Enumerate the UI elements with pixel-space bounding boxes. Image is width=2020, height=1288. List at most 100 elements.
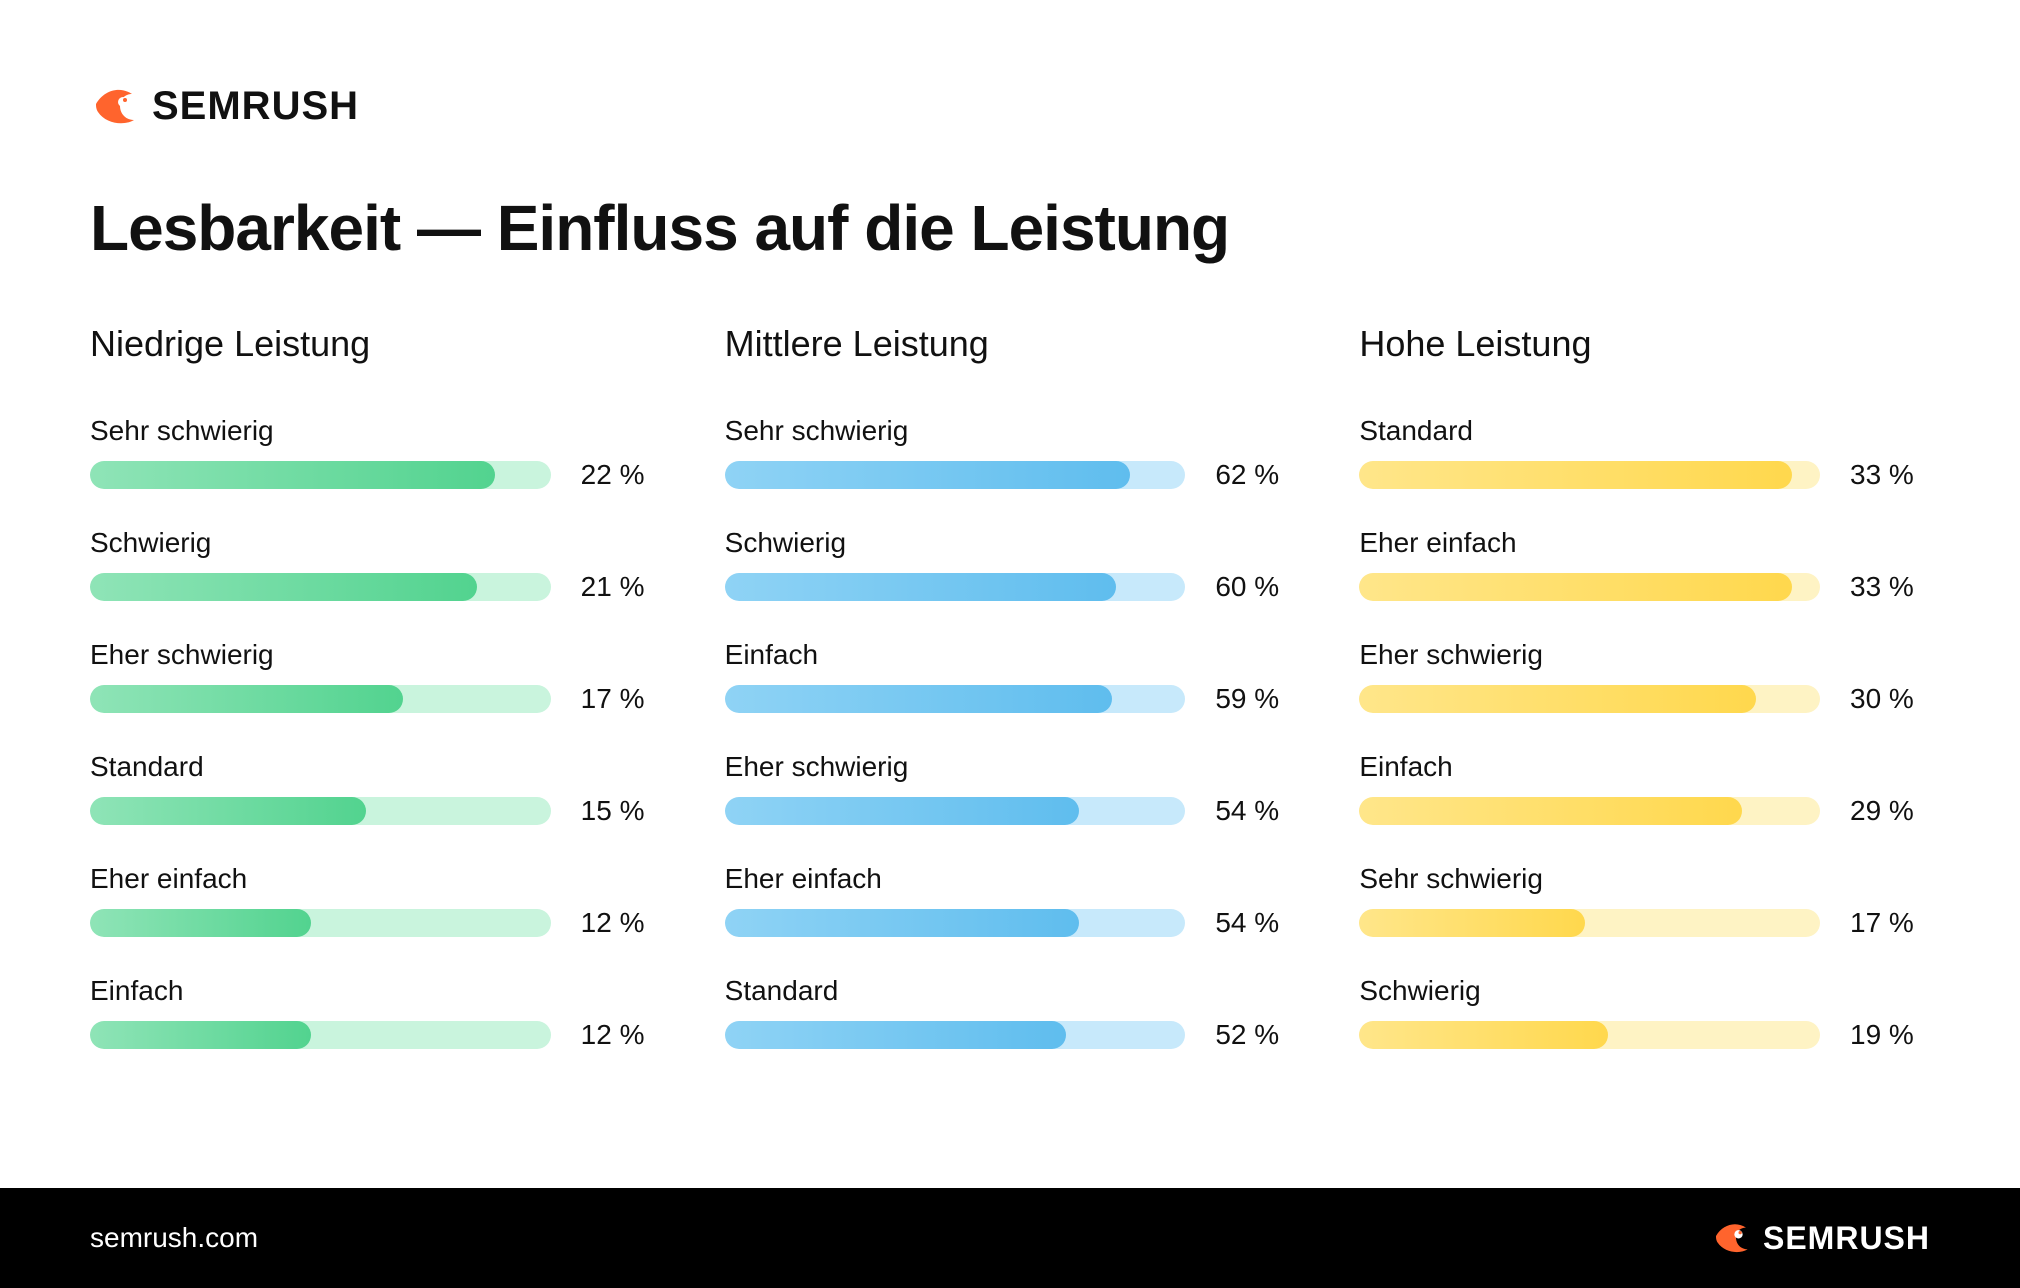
bar-row: 59 % <box>725 683 1296 715</box>
bar-item: Einfach 29 % <box>1359 751 1930 827</box>
bar-track <box>725 797 1186 825</box>
bar-value: 52 % <box>1215 1019 1295 1051</box>
bar-item: Schwierig 21 % <box>90 527 661 603</box>
bar-fill <box>90 685 403 713</box>
bar-value: 60 % <box>1215 571 1295 603</box>
bar-fill <box>90 461 495 489</box>
bar-track <box>725 573 1186 601</box>
bar-label: Einfach <box>90 975 661 1007</box>
bar-row: 33 % <box>1359 571 1930 603</box>
bar-fill <box>1359 797 1741 825</box>
chart-column: Hohe Leistung Standard 33 % Eher einfach 33 … <box>1359 323 1930 1087</box>
brand-logo: SEMRUSH <box>90 80 1930 133</box>
bar-label: Schwierig <box>90 527 661 559</box>
bar-value: 17 % <box>581 683 661 715</box>
bar-track <box>90 461 551 489</box>
footer-url: semrush.com <box>90 1222 258 1254</box>
bar-label: Standard <box>1359 415 1930 447</box>
bar-fill <box>1359 461 1792 489</box>
bar-fill <box>1359 573 1792 601</box>
bar-item: Sehr schwierig 62 % <box>725 415 1296 491</box>
bar-label: Sehr schwierig <box>1359 863 1930 895</box>
bar-row: 60 % <box>725 571 1296 603</box>
chart-column: Mittlere Leistung Sehr schwierig 62 % Schwi… <box>725 323 1296 1087</box>
bar-label: Standard <box>725 975 1296 1007</box>
bar-item: Eher einfach 33 % <box>1359 527 1930 603</box>
bar-value: 12 % <box>581 907 661 939</box>
bar-row: 33 % <box>1359 459 1930 491</box>
bar-track <box>90 573 551 601</box>
bar-track <box>725 909 1186 937</box>
bar-item: Eher schwierig 17 % <box>90 639 661 715</box>
bar-value: 12 % <box>581 1019 661 1051</box>
bar-label: Eher schwierig <box>90 639 661 671</box>
bar-item: Einfach 12 % <box>90 975 661 1051</box>
bar-track <box>725 461 1186 489</box>
bar-item: Eher schwierig30 % <box>1359 639 1930 715</box>
bar-value: 33 % <box>1850 459 1930 491</box>
bar-value: 54 % <box>1215 795 1295 827</box>
bar-value: 22 % <box>581 459 661 491</box>
bar-label: Eher einfach <box>90 863 661 895</box>
bar-item: Standard 33 % <box>1359 415 1930 491</box>
bar-item: Einfach 59 % <box>725 639 1296 715</box>
bar-item: Eher schwierig 54 % <box>725 751 1296 827</box>
bar-row: 19 % <box>1359 1019 1930 1051</box>
bar-item: Schwierig 60 % <box>725 527 1296 603</box>
bar-row: 12 % <box>90 907 661 939</box>
bar-track <box>725 1021 1186 1049</box>
column-title: Mittlere Leistung <box>725 323 1296 365</box>
footer-bar: semrush.com SEMRUSH <box>0 1188 2020 1288</box>
bar-label: Eher einfach <box>1359 527 1930 559</box>
bar-row: 22 % <box>90 459 661 491</box>
bar-item: Eher einfach54 % <box>725 863 1296 939</box>
bar-row: 54 % <box>725 795 1296 827</box>
bar-value: 62 % <box>1215 459 1295 491</box>
bar-row: 52 % <box>725 1019 1296 1051</box>
bar-label: Einfach <box>725 639 1296 671</box>
bar-fill <box>1359 909 1585 937</box>
bar-track <box>90 797 551 825</box>
bar-item: Standard 15 % <box>90 751 661 827</box>
bar-fill <box>725 461 1130 489</box>
bar-fill <box>90 573 477 601</box>
bar-row: 21 % <box>90 571 661 603</box>
bar-value: 15 % <box>581 795 661 827</box>
bar-label: Sehr schwierig <box>90 415 661 447</box>
bar-track <box>1359 909 1820 937</box>
chart-columns: Niedrige Leistung Sehr schwierig 22 % Schwi… <box>90 323 1930 1087</box>
bar-row: 12 % <box>90 1019 661 1051</box>
bar-label: Eher schwierig <box>725 751 1296 783</box>
bar-track <box>1359 461 1820 489</box>
bar-fill <box>725 1021 1066 1049</box>
page-title: Lesbarkeit — Einfluss auf die Leistung <box>90 191 1930 265</box>
bar-fill <box>725 797 1080 825</box>
bar-track <box>1359 1021 1820 1049</box>
semrush-flame-icon <box>1711 1216 1751 1261</box>
bar-fill <box>725 909 1080 937</box>
bar-track <box>90 909 551 937</box>
bar-item: Schwierig19 % <box>1359 975 1930 1051</box>
bar-label: Eher schwierig <box>1359 639 1930 671</box>
brand-name: SEMRUSH <box>152 84 359 129</box>
bar-label: Sehr schwierig <box>725 415 1296 447</box>
column-title: Hohe Leistung <box>1359 323 1930 365</box>
bar-fill <box>1359 1021 1608 1049</box>
bar-value: 29 % <box>1850 795 1930 827</box>
bar-track <box>1359 573 1820 601</box>
bar-track <box>1359 797 1820 825</box>
footer-brand-name: SEMRUSH <box>1763 1220 1930 1257</box>
bar-track <box>725 685 1186 713</box>
bar-value: 17 % <box>1850 907 1930 939</box>
bar-value: 59 % <box>1215 683 1295 715</box>
bar-fill <box>725 685 1112 713</box>
bar-track <box>90 1021 551 1049</box>
bar-fill <box>1359 685 1755 713</box>
column-title: Niedrige Leistung <box>90 323 661 365</box>
bar-label: Standard <box>90 751 661 783</box>
footer-logo: SEMRUSH <box>1711 1216 1930 1261</box>
bar-track <box>90 685 551 713</box>
bar-label: Einfach <box>1359 751 1930 783</box>
bar-label: Schwierig <box>725 527 1296 559</box>
bar-row: 17 % <box>1359 907 1930 939</box>
